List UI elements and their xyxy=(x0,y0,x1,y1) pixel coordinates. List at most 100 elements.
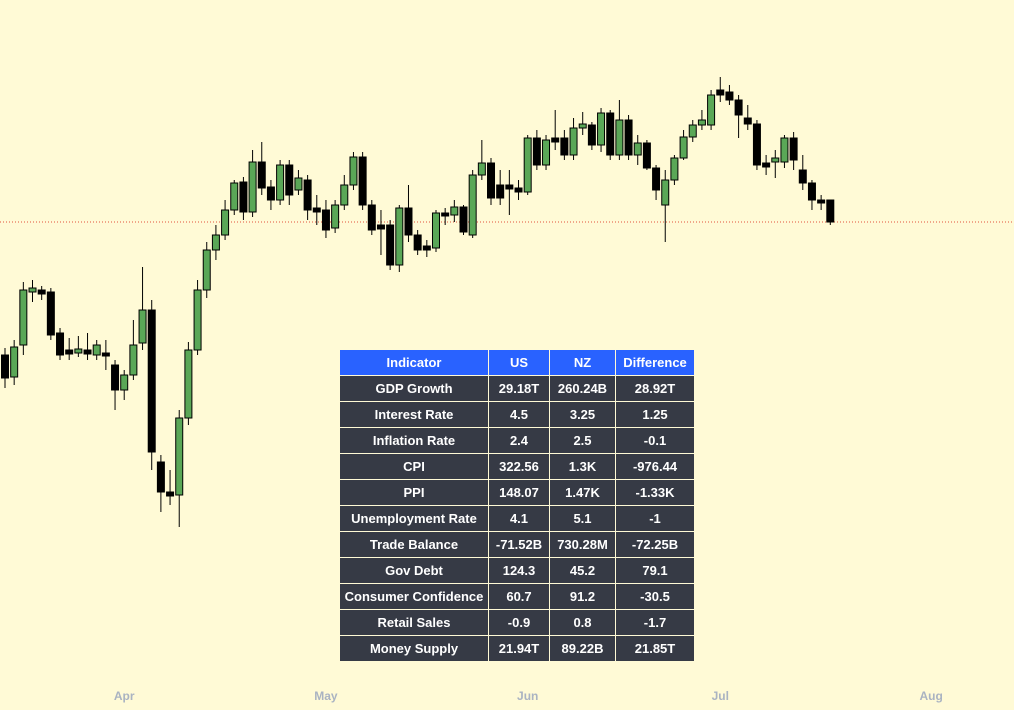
table-cell: 79.1 xyxy=(615,557,695,584)
candle-body xyxy=(771,157,780,163)
candle-body xyxy=(413,234,422,251)
table-row: PPI 148.07 1.47K -1.33K xyxy=(339,479,695,506)
candle-body xyxy=(587,124,596,146)
table-cell: GDP Growth xyxy=(339,375,489,402)
candle-body xyxy=(349,156,358,186)
table-cell: 260.24B xyxy=(549,375,616,402)
table-cell: 322.56 xyxy=(488,453,550,480)
x-tick-label: Jul xyxy=(712,689,729,703)
candle-body xyxy=(331,204,340,229)
table-cell: Unemployment Rate xyxy=(339,505,489,532)
candle-body xyxy=(578,123,587,129)
table-cell: -30.5 xyxy=(615,583,695,610)
table-cell: 45.2 xyxy=(549,557,616,584)
candle-body xyxy=(10,346,19,378)
candle-body xyxy=(468,174,477,236)
candle-body xyxy=(697,119,706,126)
candle-body xyxy=(633,142,642,156)
candle-body xyxy=(441,212,450,217)
table-row: GDP Growth 29.18T 260.24B 28.92T xyxy=(339,375,695,402)
table-cell: 0.8 xyxy=(549,609,616,636)
table-row: Indicator US NZ Difference xyxy=(339,349,695,376)
candle-body xyxy=(422,245,431,251)
table-row: Gov Debt 124.3 45.2 79.1 xyxy=(339,557,695,584)
table-cell: 2.4 xyxy=(488,427,550,454)
candle-body xyxy=(312,207,321,213)
candle-body xyxy=(129,344,138,376)
table-row: Money Supply 21.94T 89.22B 21.85T xyxy=(339,635,695,662)
candle-body xyxy=(230,182,239,211)
table-cell: 3.25 xyxy=(549,401,616,428)
table-cell: 28.92T xyxy=(615,375,695,402)
table-cell: Consumer Confidence xyxy=(339,583,489,610)
candle-body xyxy=(74,348,83,354)
header-cell: Indicator xyxy=(339,349,489,376)
candle-body xyxy=(560,137,569,156)
table-row: Consumer Confidence 60.7 91.2 -30.5 xyxy=(339,583,695,610)
table-cell: -1.33K xyxy=(615,479,695,506)
table-cell: 5.1 xyxy=(549,505,616,532)
candle-body xyxy=(798,169,807,184)
table-cell: Trade Balance xyxy=(339,531,489,558)
candle-body xyxy=(358,156,367,206)
candle-body xyxy=(606,112,615,156)
candle-body xyxy=(551,137,560,143)
table-cell: -72.25B xyxy=(615,531,695,558)
candle-body xyxy=(431,212,440,249)
candle-body xyxy=(496,184,505,199)
table-cell: 4.1 xyxy=(488,505,550,532)
candle-body xyxy=(597,112,606,146)
candle-body xyxy=(138,309,147,344)
table-cell: 1.47K xyxy=(549,479,616,506)
table-cell: Retail Sales xyxy=(339,609,489,636)
candle-body xyxy=(28,287,37,293)
candle-body xyxy=(514,187,523,193)
candle-body xyxy=(789,137,798,161)
table-row: CPI 322.56 1.3K -976.44 xyxy=(339,453,695,480)
candle-body xyxy=(652,167,661,191)
candle-body xyxy=(166,491,175,497)
candle-body xyxy=(505,184,514,190)
candle-body xyxy=(752,123,761,166)
header-cell: NZ xyxy=(549,349,616,376)
table-cell: 730.28M xyxy=(549,531,616,558)
candle-body xyxy=(19,289,28,346)
candle-body xyxy=(285,164,294,196)
candle-body xyxy=(642,142,651,169)
candle-body xyxy=(202,249,211,291)
table-cell: 124.3 xyxy=(488,557,550,584)
candle-body xyxy=(817,199,826,204)
candle-body xyxy=(523,137,532,193)
candle-body xyxy=(193,289,202,351)
candle-body xyxy=(707,94,716,126)
table-cell: 2.5 xyxy=(549,427,616,454)
table-cell: -976.44 xyxy=(615,453,695,480)
table-row: Trade Balance -71.52B 730.28M -72.25B xyxy=(339,531,695,558)
candle-body xyxy=(303,179,312,211)
candle-body xyxy=(404,207,413,236)
candle-body xyxy=(175,417,184,496)
candle-body xyxy=(376,224,385,230)
indicator-table: Indicator US NZ Difference GDP Growth 29.18T 2… xyxy=(339,349,695,662)
candle-body xyxy=(624,119,633,156)
candle-body xyxy=(257,161,266,189)
candle-body xyxy=(92,344,101,356)
x-tick-label: Apr xyxy=(114,689,135,703)
candle-body xyxy=(294,177,303,191)
table-row: Unemployment Rate 4.1 5.1 -1 xyxy=(339,505,695,532)
table-cell: 4.5 xyxy=(488,401,550,428)
candle-body xyxy=(266,186,275,201)
x-tick-label: May xyxy=(314,689,338,703)
candle-body xyxy=(120,374,129,391)
candle-body xyxy=(395,207,404,266)
table-cell: 21.85T xyxy=(615,635,695,662)
candle-body xyxy=(688,124,697,138)
candle-body xyxy=(661,179,670,206)
header-cell: US xyxy=(488,349,550,376)
candle-body xyxy=(184,349,193,419)
candle-body xyxy=(83,349,92,355)
candle-body xyxy=(239,181,248,213)
table-cell: Interest Rate xyxy=(339,401,489,428)
